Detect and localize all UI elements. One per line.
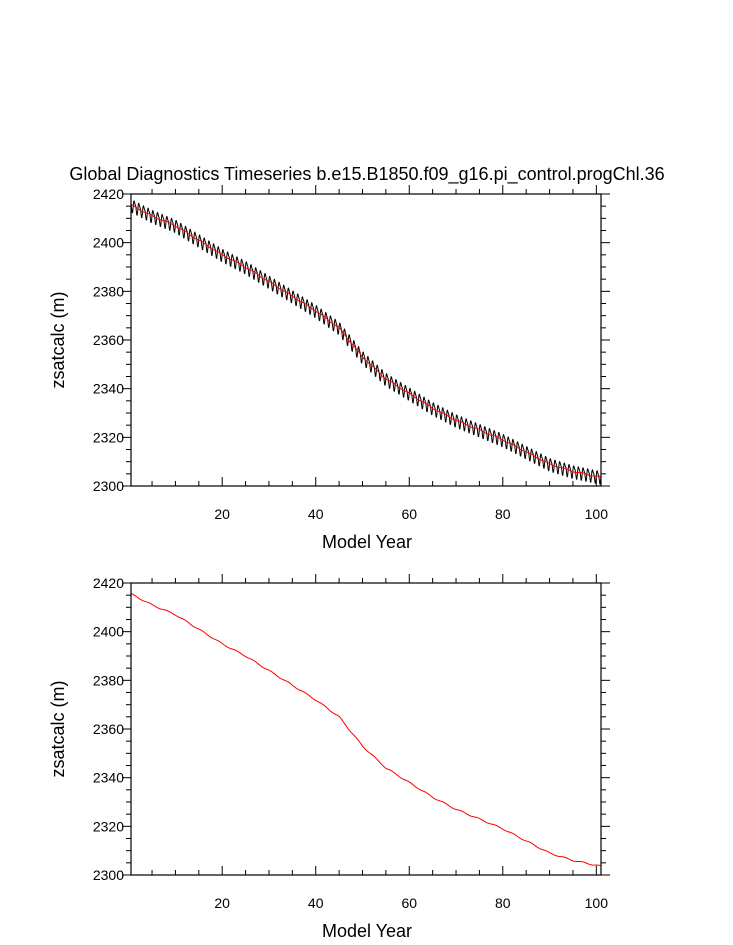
series-line-annual-mean <box>131 593 601 867</box>
x-axis-ticks <box>151 574 597 875</box>
x-tick-label: 40 <box>308 506 324 522</box>
y-tick-label: 2420 <box>93 186 124 202</box>
x-tick-label: 100 <box>585 895 609 911</box>
y-tick-label: 2320 <box>93 818 124 834</box>
data-lines <box>131 593 601 867</box>
x-tick-label: 60 <box>401 506 417 522</box>
x-tick-label: 60 <box>401 895 417 911</box>
y-axis-ticks <box>122 193 610 487</box>
y-tick-label: 2340 <box>93 770 124 786</box>
y-axis-label: zsatcalc (m) <box>48 680 68 777</box>
y-tick-label: 2320 <box>93 429 124 445</box>
y-tick-label: 2420 <box>93 575 124 591</box>
x-tick-label: 100 <box>585 506 609 522</box>
x-axis-ticks <box>151 185 597 486</box>
x-tick-label: 40 <box>308 895 324 911</box>
y-tick-label: 2300 <box>93 478 124 494</box>
y-tick-label: 2300 <box>93 867 124 883</box>
y-tick-label: 2360 <box>93 332 124 348</box>
x-tick-label: 80 <box>495 895 511 911</box>
series-line-annual-mean <box>131 204 601 478</box>
y-tick-label: 2380 <box>93 283 124 299</box>
x-tick-label: 80 <box>495 506 511 522</box>
y-tick-label: 2360 <box>93 721 124 737</box>
series-line-monthly <box>131 200 601 485</box>
y-axis-ticks <box>122 582 610 876</box>
y-tick-label: 2400 <box>93 235 124 251</box>
bottom-panel-annual-mean: 20 40 60 80 100 2300 2320 2340 2360 2380 2400 2420 M… <box>48 574 610 941</box>
plot-frame <box>130 193 602 487</box>
y-tick-label: 2380 <box>93 672 124 688</box>
figure-title: Global Diagnostics Timeseries b.e15.B185… <box>69 164 664 185</box>
x-axis-label: Model Year <box>322 532 412 552</box>
top-panel-timeseries: 20 40 60 80 100 2300 2320 2340 2360 2380 2400 2420 M… <box>48 185 610 552</box>
x-tick-label: 20 <box>214 506 230 522</box>
x-axis-label: Model Year <box>322 921 412 941</box>
data-lines <box>131 200 601 485</box>
x-tick-label: 20 <box>214 895 230 911</box>
plot-frame <box>130 582 602 876</box>
y-tick-label: 2340 <box>93 381 124 397</box>
y-axis-label: zsatcalc (m) <box>48 291 68 388</box>
y-tick-label: 2400 <box>93 624 124 640</box>
